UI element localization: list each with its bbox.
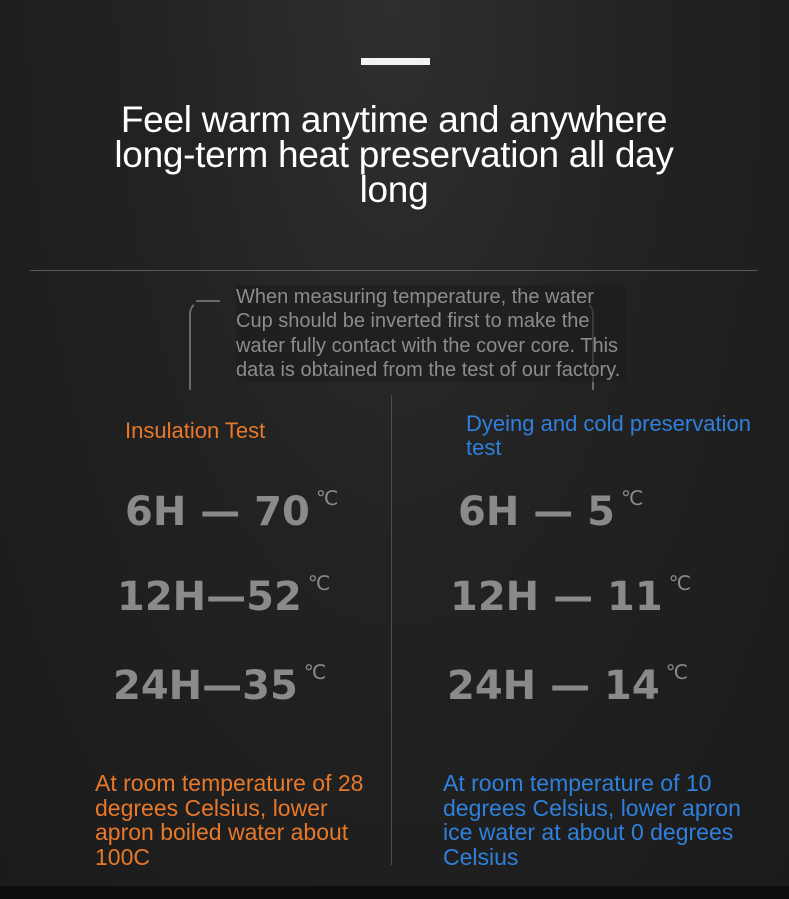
reading-unit: ℃ [307,571,331,595]
reading-separator: — [536,663,604,709]
reading-time: 24H [113,663,203,709]
reading-value: 35 [242,663,298,709]
measurement-note: When measuring temperature, the water Cu… [236,285,626,383]
insulation-reading-12h: 12H—52 ℃ [117,571,330,623]
reading-time: 12H [117,574,207,620]
reading-time: 24H [447,663,537,709]
cold-footer: At room temperature of 10 degrees Celsiu… [443,770,741,870]
reading-time: 6H [125,489,187,535]
insulation-reading-24h: 24H—35 ℃ [113,660,326,712]
horizontal-divider [30,270,757,271]
cold-reading-6h: 6H — 5 ℃ [458,486,643,538]
reading-unit: ℃ [665,660,689,684]
reading-separator: — [206,574,247,620]
reading-value: 14 [604,663,660,709]
reading-unit: ℃ [303,660,327,684]
insulation-footer: At room temperature of 28 degrees Celsiu… [95,770,364,870]
reading-value: 70 [254,489,310,535]
cold-reading-12h: 12H — 11 ℃ [450,571,691,623]
reading-unit: ℃ [315,486,339,510]
reading-time: 12H [450,574,540,620]
reading-separator: — [186,489,255,535]
top-accent-bar [361,58,430,65]
cold-heading: Dyeing and cold preservation test [466,411,751,460]
insulation-reading-6h: 6H — 70 ℃ [125,486,338,538]
note-bracket-tick [196,300,220,302]
reading-separator: — [539,574,607,620]
reading-value: 11 [607,574,663,620]
reading-unit: ℃ [668,571,692,595]
reading-value: 5 [587,489,616,535]
insulation-heading: Insulation Test [125,418,266,443]
cold-reading-24h: 24H — 14 ℃ [447,660,688,712]
reading-separator: — [519,489,588,535]
reading-separator: — [202,663,243,709]
page-title: Feel warm anytime and anywhere long-term… [114,99,674,210]
reading-time: 6H [458,489,520,535]
column-divider [391,395,392,865]
reading-value: 52 [246,574,302,620]
reading-unit: ℃ [621,486,644,510]
